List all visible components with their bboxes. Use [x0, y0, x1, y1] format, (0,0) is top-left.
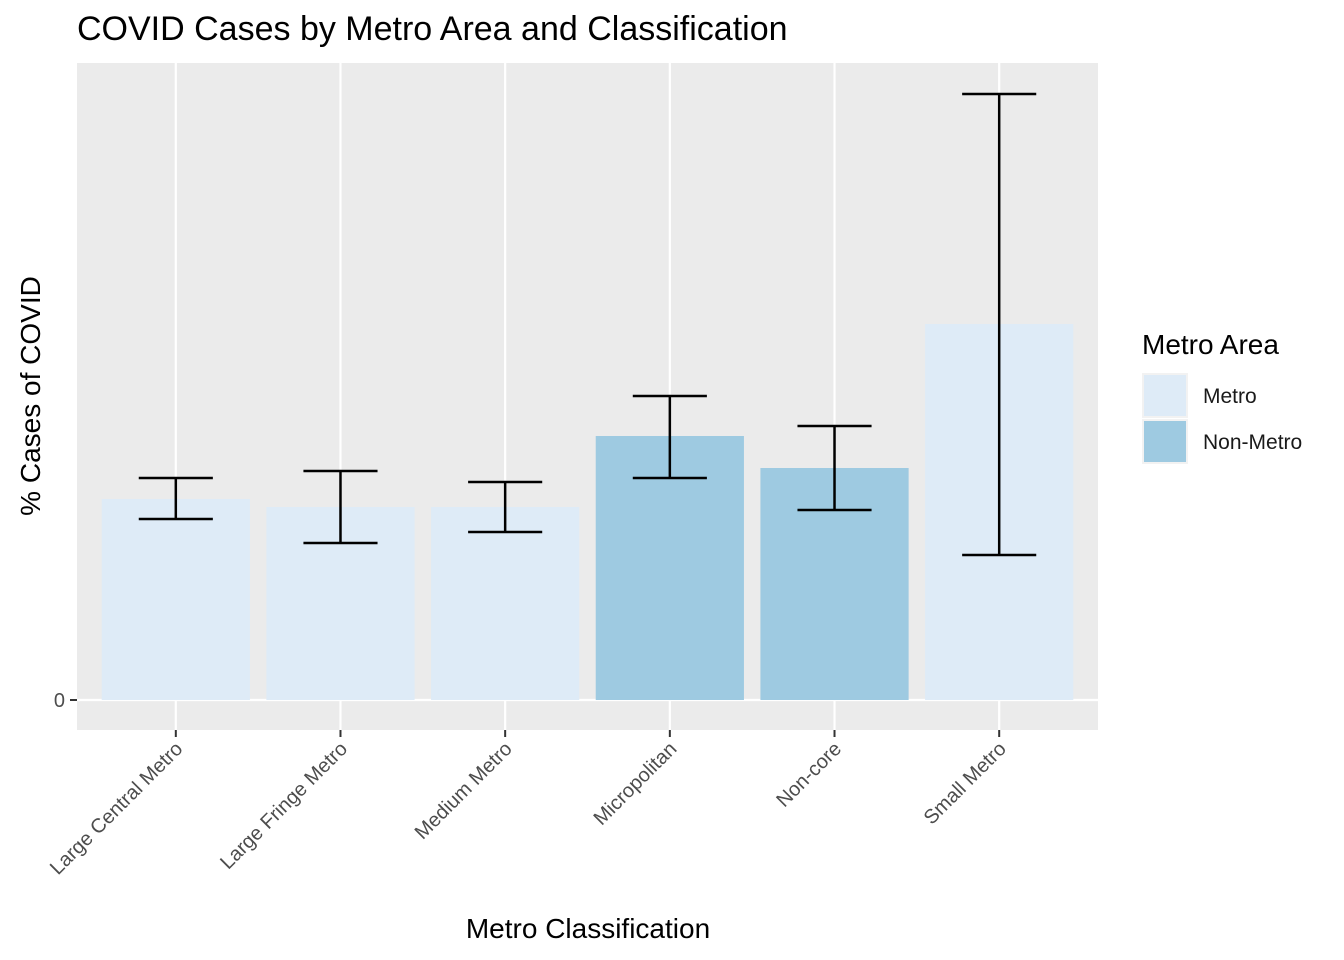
- bar: [595, 436, 744, 700]
- y-tick-label: 0: [54, 690, 65, 712]
- legend: Metro Area Metro Non-Metro: [1142, 329, 1302, 464]
- x-tick-label: Large Fringe Metro: [216, 738, 352, 874]
- legend-swatch: [1144, 421, 1186, 462]
- legend-label: Metro: [1203, 385, 1257, 408]
- x-tick-label: Medium Metro: [411, 738, 517, 844]
- x-tick-label: Large Central Metro: [46, 738, 187, 879]
- x-axis-title: Metro Classification: [466, 913, 710, 944]
- error-bars: [138, 92, 1037, 557]
- error-bar: [632, 394, 707, 480]
- error-bar: [303, 469, 378, 545]
- error-bar: [797, 424, 872, 512]
- x-tick-label: Micropolitan: [590, 738, 682, 830]
- error-bar: [468, 480, 543, 534]
- legend-swatch: [1144, 375, 1186, 416]
- bar: [101, 499, 250, 700]
- x-axis: Large Central Metro Large Fringe Metro Med…: [46, 730, 1011, 879]
- x-tick-label: Small Metro: [920, 738, 1011, 829]
- chart-title: COVID Cases by Metro Area and Classifica…: [77, 10, 788, 48]
- error-bar: [962, 92, 1037, 557]
- bar: [431, 507, 580, 700]
- legend-title: Metro Area: [1142, 329, 1279, 360]
- x-tick-label: Non-core: [772, 738, 846, 812]
- legend-label: Non-Metro: [1203, 431, 1302, 454]
- y-axis: 0: [54, 690, 77, 712]
- error-bar: [138, 476, 213, 521]
- y-axis-title: % Cases of COVID: [15, 276, 46, 516]
